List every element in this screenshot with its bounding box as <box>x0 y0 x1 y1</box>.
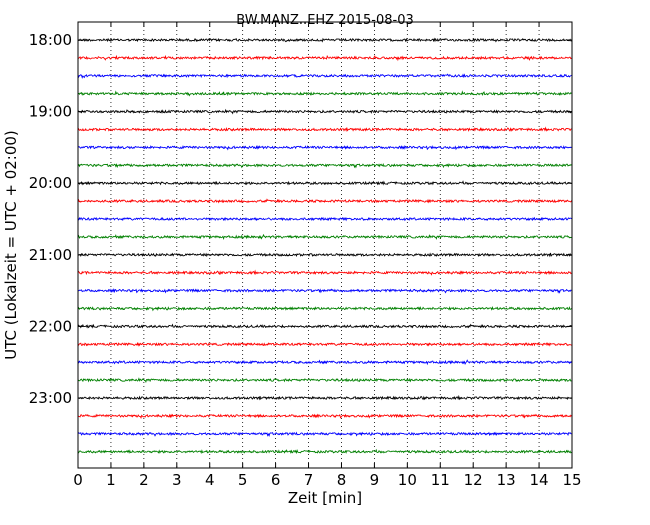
trace-row-19 <box>77 377 572 384</box>
trace-row-12 <box>77 252 572 258</box>
trace-row-13 <box>77 269 572 276</box>
trace-row-18 <box>77 359 572 366</box>
trace-row-14 <box>77 288 572 294</box>
chart-title: BW.MANZ..EHZ 2015-08-03 <box>236 13 414 28</box>
trace-row-10 <box>77 216 572 222</box>
x-tick-label-5: 5 <box>238 471 248 489</box>
trace-row-21 <box>77 413 572 419</box>
x-tick-label-3: 3 <box>172 471 182 489</box>
trace-row-0 <box>77 37 572 43</box>
y-tick-label-4: 22:00 <box>29 317 72 335</box>
y-tick-label-3: 21:00 <box>29 246 72 264</box>
trace-row-4 <box>77 108 572 115</box>
trace-row-7 <box>77 163 572 169</box>
trace-layer <box>77 37 572 455</box>
x-tick-label-12: 12 <box>464 471 483 489</box>
plot-frame <box>77 21 573 469</box>
x-tick-label-15: 15 <box>562 471 581 489</box>
x-tick-label-7: 7 <box>304 471 314 489</box>
trace-row-3 <box>77 90 572 97</box>
trace-row-16 <box>77 323 572 329</box>
x-tick-label-13: 13 <box>497 471 516 489</box>
x-tick-label-10: 10 <box>398 471 417 489</box>
x-tick-label-9: 9 <box>370 471 380 489</box>
y-tick-label-0: 18:00 <box>29 31 72 49</box>
x-tick-label-8: 8 <box>337 471 347 489</box>
y-axis-label: UTC (Lokalzeit = UTC + 02:00) <box>2 130 20 360</box>
trace-row-2 <box>77 73 572 79</box>
x-tick-label-14: 14 <box>530 471 549 489</box>
tick-layer: 0 1 2 3 4 5 6 7 8 9 10 11 12 13 14 1518:0019:0020:0021:… <box>29 22 582 489</box>
x-tick-label-11: 11 <box>431 471 450 489</box>
grid-layer <box>110 22 540 468</box>
x-tick-label-0: 0 <box>73 471 83 489</box>
trace-row-17 <box>77 341 572 347</box>
y-tick-label-1: 19:00 <box>29 103 72 121</box>
trace-row-11 <box>77 233 572 240</box>
trace-row-5 <box>77 126 572 133</box>
x-tick-label-4: 4 <box>205 471 215 489</box>
x-axis-label: Zeit [min] <box>288 489 362 507</box>
trace-row-1 <box>77 54 572 62</box>
x-tick-label-1: 1 <box>106 471 116 489</box>
trace-row-8 <box>77 180 572 186</box>
trace-row-20 <box>77 394 572 401</box>
trace-row-22 <box>77 431 572 437</box>
x-tick-label-2: 2 <box>139 471 149 489</box>
y-tick-label-5: 23:00 <box>29 389 72 407</box>
trace-row-9 <box>77 198 572 204</box>
trace-row-15 <box>77 306 572 312</box>
y-tick-label-2: 20:00 <box>29 174 72 192</box>
x-tick-label-6: 6 <box>271 471 281 489</box>
trace-row-23 <box>77 448 572 455</box>
trace-row-6 <box>77 144 572 151</box>
